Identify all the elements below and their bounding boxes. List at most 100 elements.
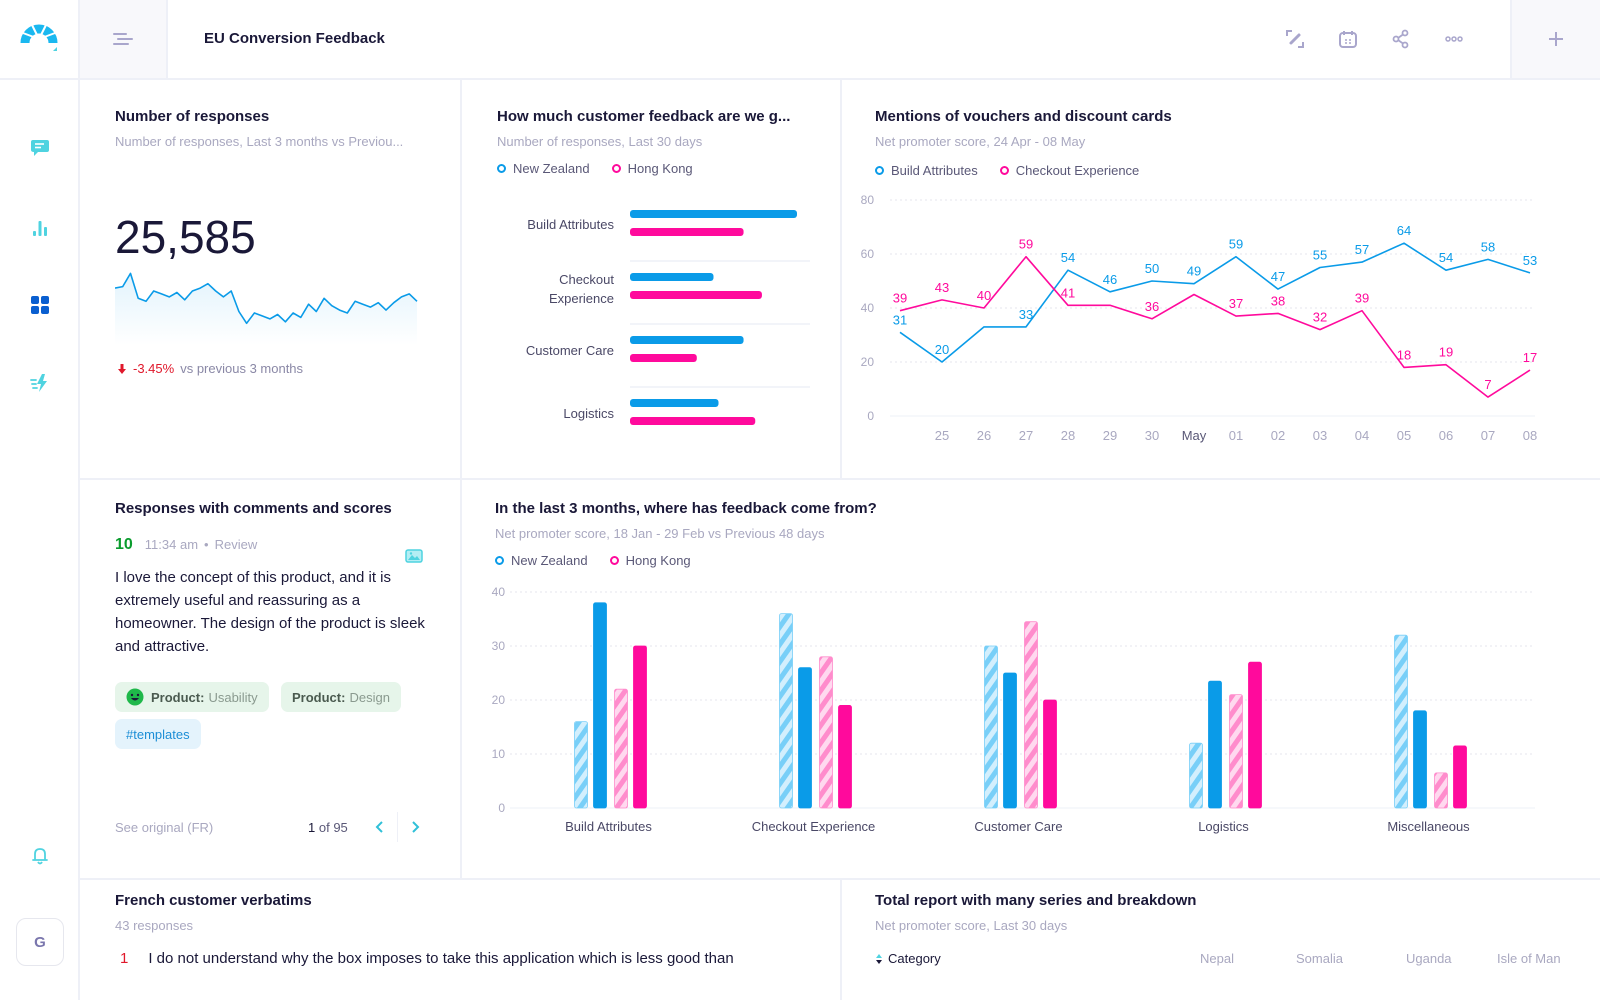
legend-item-hong-kong[interactable]: Hong Kong bbox=[609, 553, 691, 568]
edit-button[interactable] bbox=[1282, 26, 1308, 52]
data-label: 58 bbox=[1481, 239, 1495, 254]
tag-product-usability[interactable]: Product: Usability bbox=[115, 682, 269, 712]
menu-toggle-button[interactable] bbox=[80, 0, 168, 78]
x-tick-label: 05 bbox=[1397, 428, 1411, 443]
column-header-category[interactable]: Category bbox=[875, 951, 941, 966]
sidebar-item-automations[interactable] bbox=[28, 371, 52, 395]
data-label: 40 bbox=[977, 288, 991, 303]
response-score: 10 bbox=[115, 536, 133, 553]
data-label: 49 bbox=[1187, 264, 1201, 279]
add-widget-button[interactable] bbox=[1510, 0, 1600, 78]
y-tick-label: 40 bbox=[492, 585, 506, 599]
arrow-down-icon bbox=[118, 363, 126, 374]
column-header-somalia[interactable]: Somalia bbox=[1296, 951, 1343, 966]
bar-new-zealand-previous bbox=[1394, 634, 1408, 809]
edit-icon bbox=[1286, 30, 1304, 48]
smiley-icon bbox=[126, 688, 144, 706]
bar-hong-kong-previous bbox=[1229, 694, 1243, 809]
hbar-category-labels: Build Attributes Checkout Experience Custom… bbox=[480, 190, 614, 460]
chevron-right-icon bbox=[412, 821, 420, 833]
data-label: 46 bbox=[1103, 272, 1117, 287]
legend-marker bbox=[999, 166, 1009, 175]
sort-icon bbox=[876, 953, 882, 964]
calendar-button[interactable] bbox=[1335, 26, 1361, 52]
column-header-uganda[interactable]: Uganda bbox=[1406, 951, 1452, 966]
sidebar-item-feedback[interactable] bbox=[28, 136, 52, 160]
tag-key: Product: bbox=[151, 689, 205, 705]
share-button[interactable] bbox=[1388, 26, 1414, 52]
more-button[interactable] bbox=[1441, 26, 1467, 52]
data-label: 33 bbox=[1019, 307, 1033, 322]
feedback-amount-card[interactable]: How much customer feedback are we g... N… bbox=[497, 108, 817, 176]
legend-label: New Zealand bbox=[511, 553, 588, 568]
comments-card[interactable]: Responses with comments and scores bbox=[115, 500, 392, 517]
x-tick-label: 08 bbox=[1523, 428, 1537, 443]
bar-hong-kong bbox=[1453, 745, 1467, 809]
category-label: Logistics bbox=[563, 406, 614, 421]
data-label: 54 bbox=[1061, 250, 1075, 265]
data-label: 31 bbox=[893, 312, 907, 327]
top-bar: EU Conversion Feedback bbox=[0, 0, 1600, 80]
bar-new-zealand bbox=[593, 602, 607, 809]
calendar-icon bbox=[1339, 31, 1357, 48]
data-label: 19 bbox=[1439, 345, 1453, 360]
next-page-button[interactable] bbox=[404, 815, 426, 839]
bell-icon bbox=[32, 848, 48, 865]
data-label: 53 bbox=[1523, 253, 1537, 268]
legend-item-new-zealand[interactable]: New Zealand bbox=[497, 161, 590, 176]
column-header-nepal[interactable]: Nepal bbox=[1200, 951, 1234, 966]
avatar[interactable]: G bbox=[16, 918, 64, 966]
legend-item-build-attributes[interactable]: Build Attributes bbox=[875, 163, 978, 178]
legend-item-hong-kong[interactable]: Hong Kong bbox=[611, 161, 693, 176]
divider bbox=[80, 478, 1600, 480]
legend-marker bbox=[497, 164, 506, 173]
verbatim-row[interactable]: 1 I do not understand why the box impose… bbox=[120, 950, 734, 967]
bar-new-zealand bbox=[1208, 680, 1222, 809]
bar-hong-kong bbox=[1248, 661, 1262, 809]
data-label: 50 bbox=[1145, 261, 1159, 276]
hashtag-templates[interactable]: #templates bbox=[115, 719, 201, 749]
notifications-button[interactable] bbox=[28, 844, 52, 868]
bar-hong-kong bbox=[633, 645, 647, 809]
verbatims-card[interactable]: French customer verbatims 43 responses bbox=[115, 892, 312, 933]
data-label: 64 bbox=[1397, 223, 1411, 238]
bar-hong-kong-previous bbox=[1434, 772, 1448, 809]
sidebar-item-dashboards[interactable] bbox=[28, 293, 52, 317]
legend-item-new-zealand[interactable]: New Zealand bbox=[495, 553, 588, 568]
x-tick-label: 07 bbox=[1481, 428, 1495, 443]
data-label: 55 bbox=[1313, 248, 1327, 263]
sparkline-line bbox=[115, 272, 418, 325]
category-label: Build Attributes bbox=[527, 217, 614, 232]
feedback-source-card[interactable]: In the last 3 months, where has feedback… bbox=[495, 500, 877, 568]
column-header-isle-of-man[interactable]: Isle of Man bbox=[1497, 951, 1561, 966]
legend-marker bbox=[875, 166, 884, 175]
legend-marker bbox=[609, 556, 619, 565]
legend-label: New Zealand bbox=[513, 161, 590, 176]
share-icon bbox=[1392, 29, 1409, 49]
logo[interactable] bbox=[0, 0, 80, 78]
x-tick-label: 25 bbox=[935, 428, 949, 443]
sidebar: G bbox=[0, 80, 80, 1000]
data-label: 18 bbox=[1397, 347, 1411, 362]
x-tick-label: 27 bbox=[1019, 428, 1033, 443]
responses-value: 25,585 bbox=[115, 211, 256, 263]
card-subtitle: Net promoter score, 18 Jan - 29 Feb vs P… bbox=[495, 526, 825, 541]
prev-page-button[interactable] bbox=[369, 815, 391, 839]
data-label: 41 bbox=[1061, 285, 1075, 300]
total-report-card[interactable]: Total report with many series and breakd… bbox=[875, 892, 1197, 933]
responses-card[interactable]: Number of responses Number of responses,… bbox=[115, 108, 404, 149]
vouchers-card[interactable]: Mentions of vouchers and discount cards … bbox=[875, 108, 1172, 178]
sidebar-item-reports[interactable] bbox=[28, 216, 52, 240]
card-subtitle: Net promoter score, Last 30 days bbox=[875, 918, 1068, 933]
image-button[interactable] bbox=[405, 549, 423, 568]
bar-hong-kong bbox=[630, 354, 697, 362]
response-time: 11:34 am bbox=[144, 537, 199, 552]
data-label: 17 bbox=[1523, 350, 1537, 365]
verbatim-score: 1 bbox=[120, 950, 129, 967]
data-label: 59 bbox=[1229, 237, 1243, 252]
tag-product-design[interactable]: Product: Design bbox=[281, 682, 401, 712]
see-original-link[interactable]: See original (FR) bbox=[115, 820, 214, 835]
bar-hong-kong-previous bbox=[614, 688, 628, 809]
feedback-amount-chart bbox=[630, 210, 810, 425]
legend-item-checkout-experience[interactable]: Checkout Experience bbox=[999, 163, 1139, 178]
